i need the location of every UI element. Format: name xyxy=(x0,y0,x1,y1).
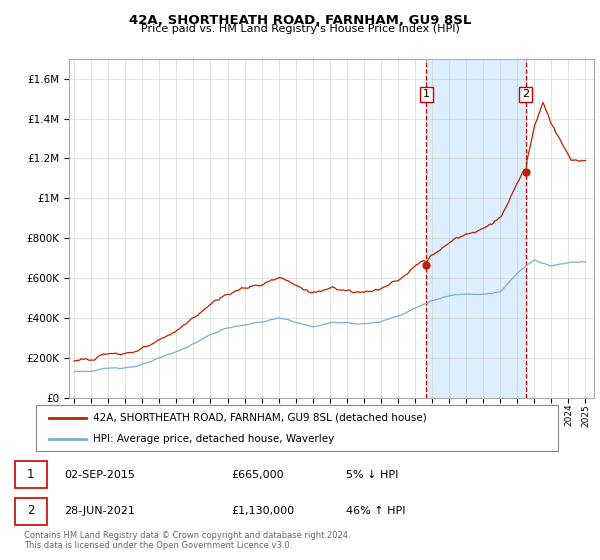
Text: 42A, SHORTHEATH ROAD, FARNHAM, GU9 8SL (detached house): 42A, SHORTHEATH ROAD, FARNHAM, GU9 8SL (… xyxy=(94,413,427,423)
Text: 1: 1 xyxy=(26,468,34,481)
Text: 5% ↓ HPI: 5% ↓ HPI xyxy=(346,470,398,479)
Text: £1,130,000: £1,130,000 xyxy=(231,506,294,516)
Text: 02-SEP-2015: 02-SEP-2015 xyxy=(64,470,135,479)
FancyBboxPatch shape xyxy=(15,498,47,525)
Text: £665,000: £665,000 xyxy=(231,470,284,479)
Text: HPI: Average price, detached house, Waverley: HPI: Average price, detached house, Wave… xyxy=(94,434,335,444)
Text: Price paid vs. HM Land Registry's House Price Index (HPI): Price paid vs. HM Land Registry's House … xyxy=(140,24,460,34)
Text: 42A, SHORTHEATH ROAD, FARNHAM, GU9 8SL: 42A, SHORTHEATH ROAD, FARNHAM, GU9 8SL xyxy=(129,14,471,27)
FancyBboxPatch shape xyxy=(15,461,47,488)
Text: 46% ↑ HPI: 46% ↑ HPI xyxy=(346,506,406,516)
Bar xyxy=(427,59,526,398)
Text: 1: 1 xyxy=(423,90,430,99)
Text: 2: 2 xyxy=(26,505,34,517)
Text: 28-JUN-2021: 28-JUN-2021 xyxy=(64,506,135,516)
Text: Contains HM Land Registry data © Crown copyright and database right 2024.
This d: Contains HM Land Registry data © Crown c… xyxy=(24,531,350,550)
FancyBboxPatch shape xyxy=(36,405,558,451)
Text: 2: 2 xyxy=(522,90,529,99)
